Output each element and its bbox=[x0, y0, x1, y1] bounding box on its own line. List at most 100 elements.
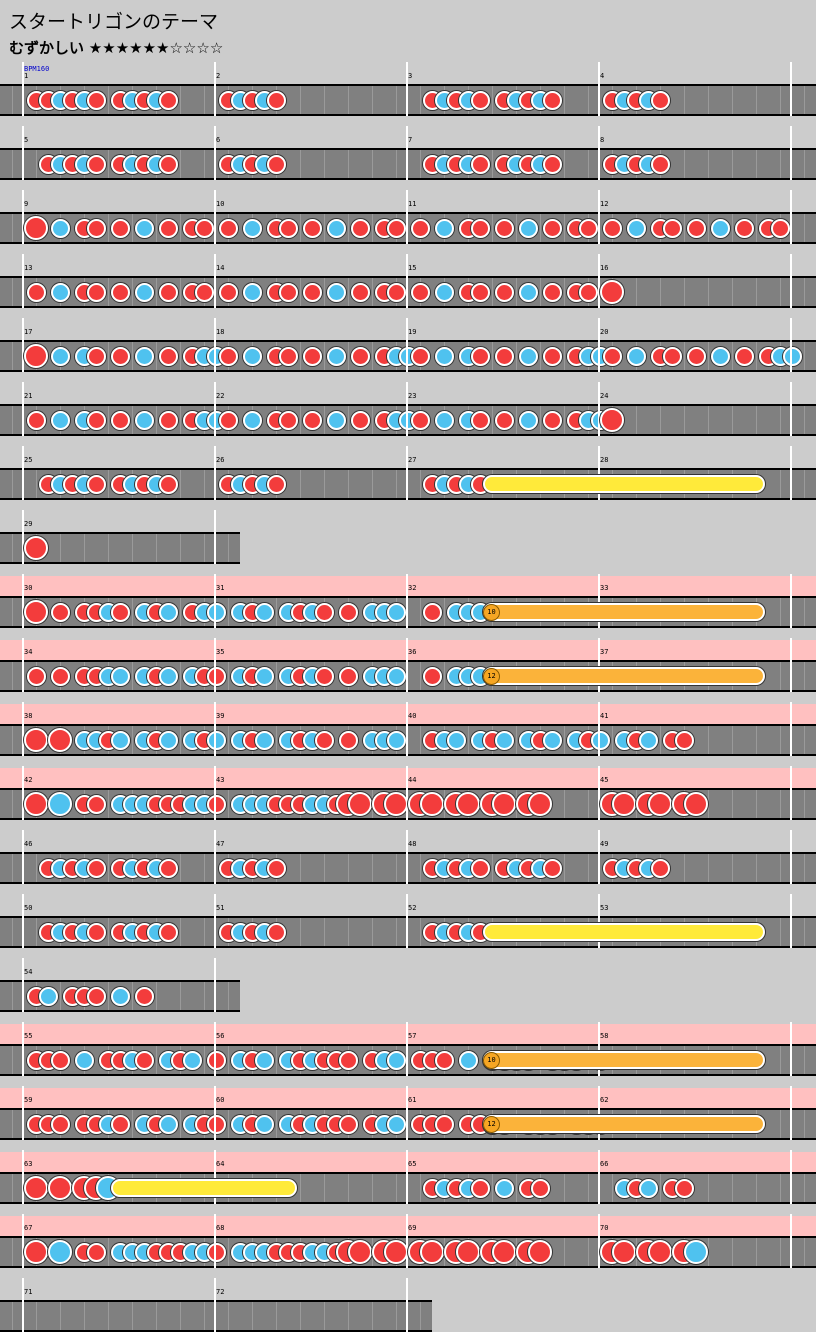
ka-note bbox=[518, 218, 538, 238]
beat-line bbox=[12, 406, 13, 434]
ka-note bbox=[446, 730, 466, 750]
bar-line bbox=[790, 254, 792, 308]
ka-note bbox=[158, 666, 178, 686]
beat-line bbox=[612, 726, 613, 754]
bar-line bbox=[790, 382, 792, 436]
track-border-top bbox=[0, 1300, 432, 1302]
beat-line bbox=[180, 982, 181, 1010]
gogo-band bbox=[0, 1088, 816, 1108]
beat-line bbox=[108, 342, 109, 370]
beat-line bbox=[372, 214, 373, 242]
track-border-bottom bbox=[0, 1266, 816, 1268]
don-note bbox=[266, 90, 286, 110]
beat-line bbox=[228, 1238, 229, 1266]
track-border-bottom bbox=[0, 498, 816, 500]
drumroll-note bbox=[483, 475, 765, 493]
don-note bbox=[206, 666, 226, 686]
measure-number: 52 bbox=[408, 904, 417, 912]
don-note bbox=[86, 218, 106, 238]
bar-line bbox=[790, 1086, 792, 1140]
don-big-note bbox=[348, 792, 372, 816]
beat-line bbox=[12, 854, 13, 882]
don-note bbox=[314, 730, 334, 750]
beat-line bbox=[156, 406, 157, 434]
beat-line bbox=[348, 1302, 349, 1330]
ka-note bbox=[494, 730, 514, 750]
bar-line bbox=[22, 1278, 24, 1332]
beat-line bbox=[180, 662, 181, 690]
measure-number: 27 bbox=[408, 456, 417, 464]
beat-line bbox=[660, 406, 661, 434]
beat-line bbox=[564, 1238, 565, 1266]
beat-line bbox=[180, 598, 181, 626]
beat-line bbox=[132, 534, 133, 562]
track-border-bottom bbox=[0, 818, 816, 820]
bar-line bbox=[790, 318, 792, 372]
track-border-top bbox=[0, 468, 816, 470]
track-border-bottom bbox=[0, 882, 816, 884]
don-note bbox=[470, 282, 490, 302]
beat-line bbox=[36, 854, 37, 882]
don-big-note bbox=[24, 216, 48, 240]
don-note bbox=[86, 474, 106, 494]
beat-line bbox=[180, 150, 181, 178]
measure-number: 32 bbox=[408, 584, 417, 592]
ka-note bbox=[626, 346, 646, 366]
beat-line bbox=[804, 1110, 805, 1138]
beat-line bbox=[420, 86, 421, 114]
beat-line bbox=[564, 214, 565, 242]
bar-line bbox=[406, 382, 408, 436]
measure-number: 67 bbox=[24, 1224, 33, 1232]
beat-line bbox=[84, 534, 85, 562]
don-note bbox=[494, 218, 514, 238]
beat-line bbox=[324, 342, 325, 370]
track-border-bottom bbox=[0, 754, 816, 756]
beat-line bbox=[132, 1110, 133, 1138]
bar-line bbox=[22, 62, 24, 116]
bar-line bbox=[22, 1022, 24, 1076]
beat-line bbox=[756, 854, 757, 882]
bar-line bbox=[22, 318, 24, 372]
don-note bbox=[26, 410, 46, 430]
bar-line bbox=[790, 702, 792, 756]
measure-number: 47 bbox=[216, 840, 225, 848]
song-header: スタートリゴンのテーマ むずかしい ★★★★★★☆☆☆☆ bbox=[0, 0, 816, 60]
measure-number: 5 bbox=[24, 136, 29, 144]
beat-line bbox=[180, 854, 181, 882]
measure-number: 10 bbox=[216, 200, 225, 208]
beat-line bbox=[324, 918, 325, 946]
track-border-top bbox=[0, 340, 816, 342]
beat-line bbox=[756, 342, 757, 370]
beat-line bbox=[300, 342, 301, 370]
bar-line bbox=[790, 446, 792, 500]
beat-line bbox=[396, 1302, 397, 1330]
measure-number: 11 bbox=[408, 200, 417, 208]
beat-line bbox=[732, 854, 733, 882]
measure-number: 4 bbox=[600, 72, 605, 80]
don-note bbox=[410, 410, 430, 430]
beat-line bbox=[300, 86, 301, 114]
beat-line bbox=[708, 1174, 709, 1202]
ka-note bbox=[590, 730, 610, 750]
beat-line bbox=[780, 1046, 781, 1074]
measure-number: 72 bbox=[216, 1288, 225, 1296]
don-note bbox=[494, 346, 514, 366]
beat-line bbox=[180, 1110, 181, 1138]
beat-line bbox=[564, 726, 565, 754]
don-note bbox=[422, 602, 442, 622]
don-big-note bbox=[492, 792, 516, 816]
don-note bbox=[110, 346, 130, 366]
gogo-band bbox=[0, 1152, 816, 1172]
bar-line bbox=[790, 62, 792, 116]
beat-line bbox=[780, 406, 781, 434]
ka-note bbox=[134, 346, 154, 366]
ka-note bbox=[110, 730, 130, 750]
don-note bbox=[542, 218, 562, 238]
don-big-note bbox=[528, 1240, 552, 1264]
beat-line bbox=[228, 534, 229, 562]
beat-line bbox=[132, 662, 133, 690]
don-big-note bbox=[24, 728, 48, 752]
beat-line bbox=[372, 86, 373, 114]
ka-note bbox=[326, 346, 346, 366]
track-border-top bbox=[0, 84, 816, 86]
